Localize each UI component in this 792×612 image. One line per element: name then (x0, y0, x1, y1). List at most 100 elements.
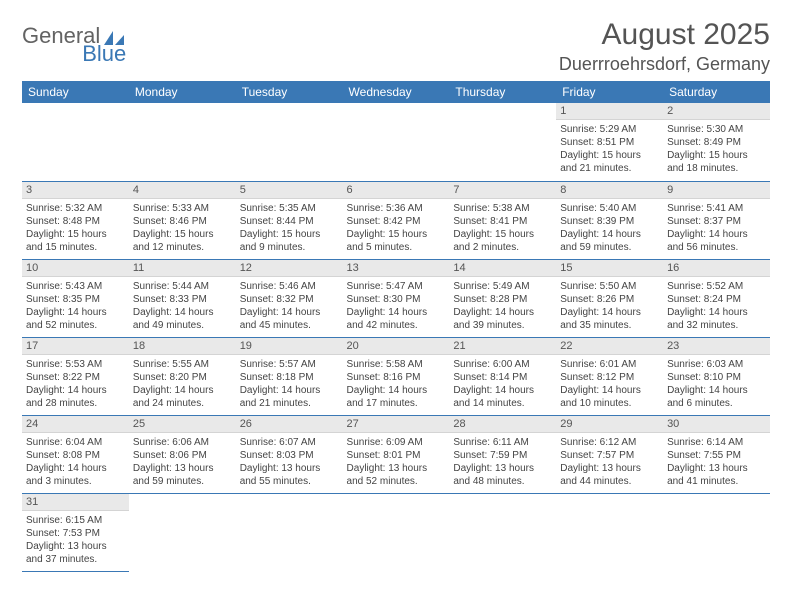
calendar-table: SundayMondayTuesdayWednesdayThursdayFrid… (22, 81, 770, 572)
calendar-row: 24Sunrise: 6:04 AMSunset: 8:08 PMDayligh… (22, 415, 770, 493)
weekday-header: Tuesday (236, 81, 343, 103)
calendar-empty-cell (129, 493, 236, 571)
day-info: Sunrise: 6:11 AMSunset: 7:59 PMDaylight:… (449, 433, 556, 492)
day-number: 5 (236, 182, 343, 199)
calendar-row: 31Sunrise: 6:15 AMSunset: 7:53 PMDayligh… (22, 493, 770, 571)
day-info: Sunrise: 6:04 AMSunset: 8:08 PMDaylight:… (22, 433, 129, 492)
weekday-header: Friday (556, 81, 663, 103)
day-info: Sunrise: 5:49 AMSunset: 8:28 PMDaylight:… (449, 277, 556, 336)
calendar-day: 12Sunrise: 5:46 AMSunset: 8:32 PMDayligh… (236, 259, 343, 337)
day-info: Sunrise: 5:53 AMSunset: 8:22 PMDaylight:… (22, 355, 129, 414)
day-info: Sunrise: 6:01 AMSunset: 8:12 PMDaylight:… (556, 355, 663, 414)
day-number: 16 (663, 260, 770, 277)
calendar-empty-cell (343, 493, 450, 571)
day-number: 12 (236, 260, 343, 277)
day-number: 19 (236, 338, 343, 355)
day-info: Sunrise: 5:32 AMSunset: 8:48 PMDaylight:… (22, 199, 129, 258)
calendar-body: 1Sunrise: 5:29 AMSunset: 8:51 PMDaylight… (22, 103, 770, 571)
calendar-day: 26Sunrise: 6:07 AMSunset: 8:03 PMDayligh… (236, 415, 343, 493)
day-number: 20 (343, 338, 450, 355)
day-number: 6 (343, 182, 450, 199)
day-info: Sunrise: 5:46 AMSunset: 8:32 PMDaylight:… (236, 277, 343, 336)
logo: GeneralBlue (22, 18, 126, 64)
header: GeneralBlue August 2025 Duerrroehrsdorf,… (22, 18, 770, 75)
calendar-day: 14Sunrise: 5:49 AMSunset: 8:28 PMDayligh… (449, 259, 556, 337)
calendar-day: 6Sunrise: 5:36 AMSunset: 8:42 PMDaylight… (343, 181, 450, 259)
day-number: 24 (22, 416, 129, 433)
day-info: Sunrise: 5:52 AMSunset: 8:24 PMDaylight:… (663, 277, 770, 336)
calendar-day: 10Sunrise: 5:43 AMSunset: 8:35 PMDayligh… (22, 259, 129, 337)
calendar-day: 16Sunrise: 5:52 AMSunset: 8:24 PMDayligh… (663, 259, 770, 337)
calendar-empty-cell (449, 493, 556, 571)
day-number: 11 (129, 260, 236, 277)
calendar-day: 15Sunrise: 5:50 AMSunset: 8:26 PMDayligh… (556, 259, 663, 337)
day-info: Sunrise: 6:06 AMSunset: 8:06 PMDaylight:… (129, 433, 236, 492)
calendar-day: 27Sunrise: 6:09 AMSunset: 8:01 PMDayligh… (343, 415, 450, 493)
day-info: Sunrise: 5:40 AMSunset: 8:39 PMDaylight:… (556, 199, 663, 258)
day-number: 3 (22, 182, 129, 199)
calendar-empty-cell (556, 493, 663, 571)
day-number: 22 (556, 338, 663, 355)
calendar-day: 4Sunrise: 5:33 AMSunset: 8:46 PMDaylight… (129, 181, 236, 259)
day-number: 27 (343, 416, 450, 433)
day-info: Sunrise: 6:12 AMSunset: 7:57 PMDaylight:… (556, 433, 663, 492)
day-info: Sunrise: 5:57 AMSunset: 8:18 PMDaylight:… (236, 355, 343, 414)
calendar-day: 24Sunrise: 6:04 AMSunset: 8:08 PMDayligh… (22, 415, 129, 493)
calendar-empty-cell (663, 493, 770, 571)
calendar-day: 31Sunrise: 6:15 AMSunset: 7:53 PMDayligh… (22, 493, 129, 571)
weekday-header: Wednesday (343, 81, 450, 103)
calendar-empty-cell (22, 103, 129, 181)
calendar-day: 25Sunrise: 6:06 AMSunset: 8:06 PMDayligh… (129, 415, 236, 493)
day-info: Sunrise: 6:15 AMSunset: 7:53 PMDaylight:… (22, 511, 129, 570)
day-info: Sunrise: 6:14 AMSunset: 7:55 PMDaylight:… (663, 433, 770, 492)
calendar-day: 8Sunrise: 5:40 AMSunset: 8:39 PMDaylight… (556, 181, 663, 259)
calendar-day: 17Sunrise: 5:53 AMSunset: 8:22 PMDayligh… (22, 337, 129, 415)
day-info: Sunrise: 5:35 AMSunset: 8:44 PMDaylight:… (236, 199, 343, 258)
day-number: 7 (449, 182, 556, 199)
day-info: Sunrise: 5:50 AMSunset: 8:26 PMDaylight:… (556, 277, 663, 336)
day-number: 8 (556, 182, 663, 199)
day-number: 18 (129, 338, 236, 355)
day-info: Sunrise: 5:58 AMSunset: 8:16 PMDaylight:… (343, 355, 450, 414)
day-number: 29 (556, 416, 663, 433)
day-info: Sunrise: 5:47 AMSunset: 8:30 PMDaylight:… (343, 277, 450, 336)
calendar-empty-cell (236, 493, 343, 571)
calendar-day: 2Sunrise: 5:30 AMSunset: 8:49 PMDaylight… (663, 103, 770, 181)
day-info: Sunrise: 5:29 AMSunset: 8:51 PMDaylight:… (556, 120, 663, 179)
calendar-day: 7Sunrise: 5:38 AMSunset: 8:41 PMDaylight… (449, 181, 556, 259)
weekday-header: Sunday (22, 81, 129, 103)
day-number: 26 (236, 416, 343, 433)
calendar-day: 9Sunrise: 5:41 AMSunset: 8:37 PMDaylight… (663, 181, 770, 259)
day-info: Sunrise: 5:30 AMSunset: 8:49 PMDaylight:… (663, 120, 770, 179)
location: Duerrroehrsdorf, Germany (559, 54, 770, 75)
day-number: 31 (22, 494, 129, 511)
day-info: Sunrise: 5:43 AMSunset: 8:35 PMDaylight:… (22, 277, 129, 336)
day-number: 9 (663, 182, 770, 199)
day-number: 14 (449, 260, 556, 277)
day-info: Sunrise: 6:03 AMSunset: 8:10 PMDaylight:… (663, 355, 770, 414)
day-number: 1 (556, 103, 663, 120)
day-number: 30 (663, 416, 770, 433)
day-number: 4 (129, 182, 236, 199)
calendar-day: 20Sunrise: 5:58 AMSunset: 8:16 PMDayligh… (343, 337, 450, 415)
day-number: 17 (22, 338, 129, 355)
weekday-header: Thursday (449, 81, 556, 103)
day-info: Sunrise: 6:09 AMSunset: 8:01 PMDaylight:… (343, 433, 450, 492)
day-number: 21 (449, 338, 556, 355)
day-info: Sunrise: 5:36 AMSunset: 8:42 PMDaylight:… (343, 199, 450, 258)
calendar-day: 1Sunrise: 5:29 AMSunset: 8:51 PMDaylight… (556, 103, 663, 181)
day-number: 2 (663, 103, 770, 120)
calendar-day: 28Sunrise: 6:11 AMSunset: 7:59 PMDayligh… (449, 415, 556, 493)
calendar-row: 17Sunrise: 5:53 AMSunset: 8:22 PMDayligh… (22, 337, 770, 415)
calendar-row: 3Sunrise: 5:32 AMSunset: 8:48 PMDaylight… (22, 181, 770, 259)
calendar-day: 23Sunrise: 6:03 AMSunset: 8:10 PMDayligh… (663, 337, 770, 415)
day-number: 15 (556, 260, 663, 277)
calendar-row: 10Sunrise: 5:43 AMSunset: 8:35 PMDayligh… (22, 259, 770, 337)
month-title: August 2025 (559, 18, 770, 52)
day-info: Sunrise: 6:00 AMSunset: 8:14 PMDaylight:… (449, 355, 556, 414)
calendar-day: 21Sunrise: 6:00 AMSunset: 8:14 PMDayligh… (449, 337, 556, 415)
day-info: Sunrise: 5:38 AMSunset: 8:41 PMDaylight:… (449, 199, 556, 258)
calendar-day: 29Sunrise: 6:12 AMSunset: 7:57 PMDayligh… (556, 415, 663, 493)
day-info: Sunrise: 5:41 AMSunset: 8:37 PMDaylight:… (663, 199, 770, 258)
calendar-empty-cell (236, 103, 343, 181)
